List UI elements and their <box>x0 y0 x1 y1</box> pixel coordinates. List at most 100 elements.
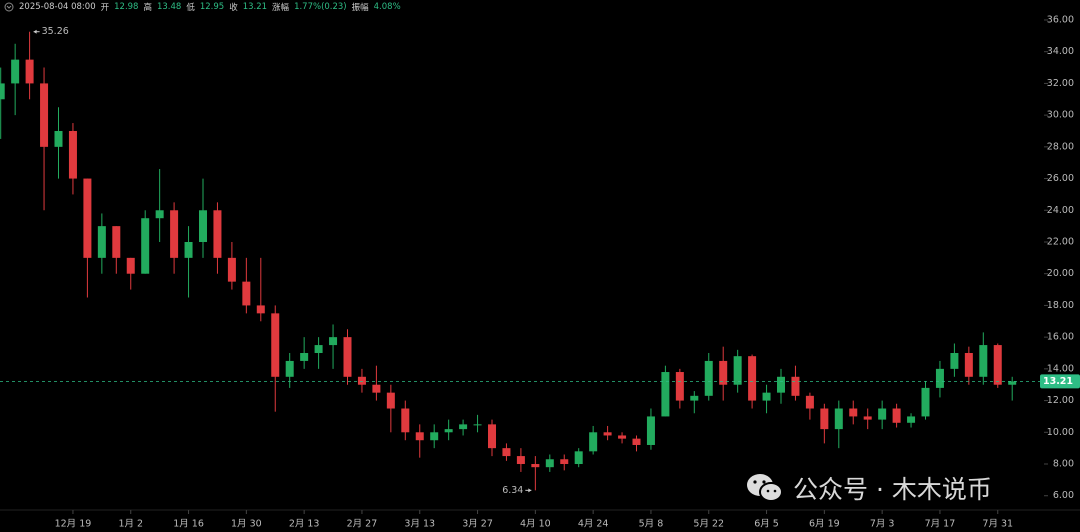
candle-body <box>950 353 959 369</box>
candle-body <box>979 345 988 377</box>
candle-body <box>357 376 366 385</box>
y-tick-label: 6.00 <box>1053 490 1074 501</box>
candle-body <box>589 432 598 452</box>
candle-body <box>213 210 222 258</box>
candle-body <box>502 448 511 457</box>
candle-body <box>690 395 699 401</box>
candle-body <box>256 305 265 314</box>
candle-body <box>863 416 872 420</box>
y-tick-label: 24.00 <box>1047 205 1074 216</box>
candle-body <box>704 360 713 396</box>
y-tick-label: 8.00 <box>1053 459 1074 470</box>
y-tick-label: 28.00 <box>1047 141 1074 152</box>
min-annotation: 6.34 <box>502 485 523 496</box>
watermark: 公众号 · 木木说币 <box>745 470 992 506</box>
x-tick-label: 7月 3 <box>870 519 895 530</box>
datetime: 2025-08-04 08:00 <box>19 2 96 12</box>
header-label: 振幅 <box>351 3 369 13</box>
x-tick-label: 12月 19 <box>55 519 92 530</box>
header-label: 低 <box>186 3 195 13</box>
y-tick-label: 30.00 <box>1047 110 1074 121</box>
candle-body <box>285 360 294 377</box>
candle-body <box>603 432 612 436</box>
candle-body <box>184 241 193 258</box>
header-value: 12.95 <box>199 2 225 12</box>
max-arrow-head <box>33 29 37 34</box>
candle-body <box>834 408 843 430</box>
candle-body <box>661 372 670 417</box>
candle-body <box>126 257 135 274</box>
x-tick-label: 3月 13 <box>404 519 435 530</box>
candle-body <box>97 226 106 258</box>
x-tick-label: 6月 5 <box>754 519 779 530</box>
candle-body <box>748 356 757 401</box>
candle-body <box>415 432 424 441</box>
menu-icon[interactable] <box>4 2 14 12</box>
y-tick-label: 10.00 <box>1047 427 1074 438</box>
min-arrow-head <box>528 488 532 493</box>
x-tick-label: 7月 31 <box>982 519 1013 530</box>
candle-body <box>964 353 973 377</box>
candle-body <box>516 456 525 465</box>
candle-body <box>430 432 439 441</box>
candle-body <box>300 353 309 361</box>
candle-body <box>54 130 63 147</box>
x-tick-label: 6月 19 <box>809 519 840 530</box>
y-tick-label: 12.00 <box>1047 395 1074 406</box>
candle-body <box>141 218 150 274</box>
header-label: 高 <box>143 3 152 13</box>
candle-body <box>40 83 49 147</box>
y-tick-label: 36.00 <box>1047 14 1074 25</box>
y-tick-label: 32.00 <box>1047 78 1074 89</box>
candle-body <box>83 178 92 258</box>
x-tick-label: 3月 27 <box>462 519 493 530</box>
candle-body <box>488 424 496 449</box>
x-tick-label: 2月 27 <box>347 519 378 530</box>
candle-body <box>820 408 829 430</box>
candle-body <box>25 59 34 84</box>
x-tick-label: 1月 30 <box>231 519 262 530</box>
y-tick-label: 18.00 <box>1047 300 1074 311</box>
candle-body <box>386 392 395 409</box>
y-tick-label: 16.00 <box>1047 332 1074 343</box>
x-tick-label: 1月 16 <box>173 519 204 530</box>
candle-body <box>444 429 453 433</box>
candle-body <box>733 356 742 385</box>
candle-body <box>675 372 684 401</box>
y-tick-label: 26.00 <box>1047 173 1074 184</box>
candle-body <box>0 83 5 100</box>
candle-body <box>805 395 814 409</box>
candle-body <box>878 408 887 420</box>
x-tick-label: 1月 2 <box>118 519 143 530</box>
candle-body <box>199 210 207 242</box>
header: 2025-08-04 08:00 开 12.98 高 13.48 低 12.95 收 13.2… <box>4 0 401 14</box>
current-price-box <box>1040 374 1080 389</box>
candle-body <box>343 337 352 377</box>
candle-body <box>632 438 641 445</box>
candle-body <box>531 464 540 468</box>
candle-body <box>791 376 800 396</box>
current-price-label: 13.21 <box>1043 376 1073 387</box>
header-value: 13.21 <box>242 2 268 12</box>
x-tick-label: 7月 17 <box>925 519 956 530</box>
header-label: 收 <box>229 3 238 13</box>
header-value: 13.48 <box>156 2 182 12</box>
candle-body <box>11 59 20 84</box>
candle-body <box>907 416 916 423</box>
max-annotation: 35.26 <box>42 26 69 37</box>
candle-body <box>574 451 583 465</box>
candle-body <box>473 424 482 426</box>
candle-body <box>1008 381 1017 385</box>
header-label: 涨幅 <box>272 3 290 13</box>
candle-body <box>372 384 381 393</box>
candle-body <box>892 408 901 423</box>
y-tick-label: 34.00 <box>1047 46 1074 57</box>
x-tick-label: 2月 13 <box>289 519 320 530</box>
candle-body <box>935 368 944 388</box>
candle-body <box>329 337 338 346</box>
candle-body <box>993 345 1002 385</box>
x-tick-label: 4月 24 <box>578 519 609 530</box>
x-tick-label: 5月 8 <box>639 519 664 530</box>
